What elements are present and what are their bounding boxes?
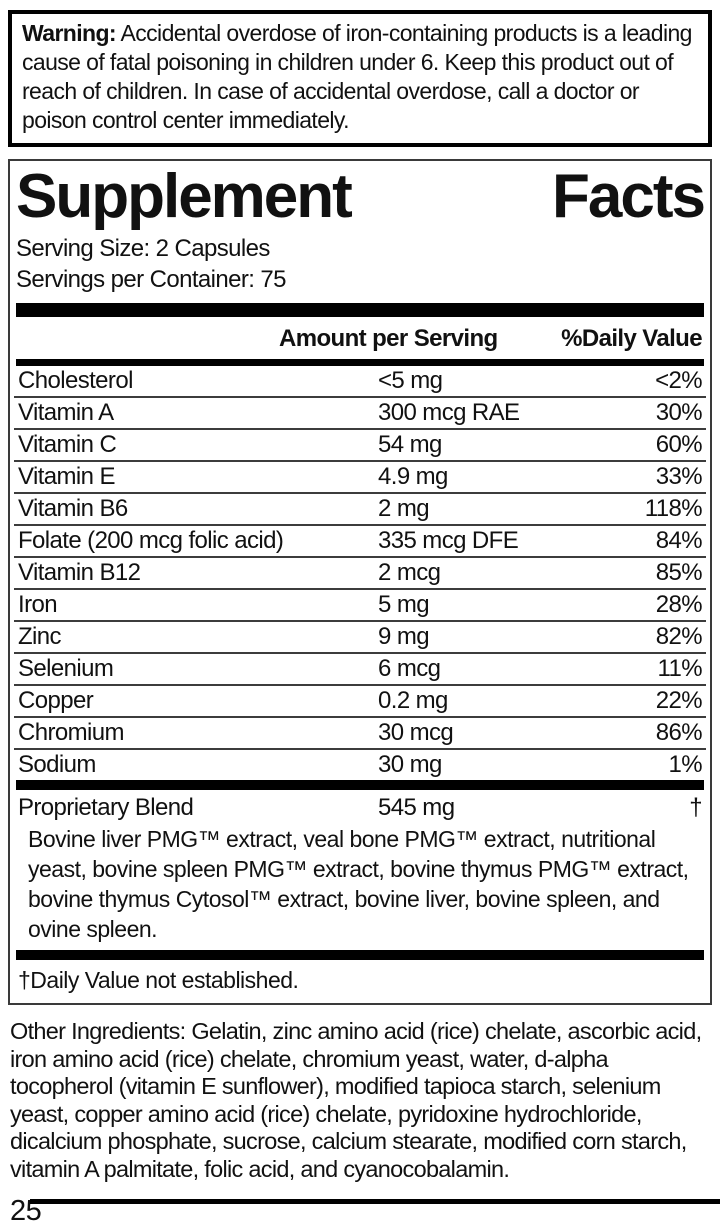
nutrient-amount: 2 mg [378,495,430,522]
blend-amount: 545 mg [378,794,455,821]
warning-box: Warning: Accidental overdose of iron-con… [8,10,712,147]
nutrient-amount: 9 mg [378,623,430,650]
nutrient-dv: 30% [655,399,703,426]
panel-title-word-2: Facts [552,162,706,231]
nutrient-amount: 30 mcg [378,719,454,746]
nutrient-dv: 28% [655,591,703,618]
daily-value-footnote: †Daily Value not established. [18,967,299,993]
divider-bar-blend-bottom [16,950,704,960]
nutrient-amount: 6 mcg [378,655,441,682]
nutrient-name: Zinc [18,623,62,650]
table-row: Vitamin A 300 mcg RAE 30% [14,398,706,430]
warning-label: Warning: [22,20,117,46]
nutrient-amount: 5 mg [378,591,430,618]
nutrient-dv: 11% [657,655,703,682]
nutrient-dv: 22% [655,687,703,714]
table-row: Vitamin B12 2 mcg 85% [14,558,706,590]
panel-title-word-1: Supplement [16,162,353,231]
nutrient-dv: 86% [655,719,703,746]
table-row: Vitamin E 4.9 mg 33% [14,462,706,494]
table-row: Cholesterol <5 mg <2% [14,366,706,398]
nutrient-amount: 0.2 mg [378,687,448,714]
nutrient-dv: 82% [655,623,703,650]
nutrient-name: Vitamin B12 [18,559,141,586]
nutrient-name: Vitamin A [18,399,114,426]
panel-title: Supplement Facts [14,163,706,231]
nutrient-name: Sodium [18,751,96,778]
table-row: Chromium 30 mcg 86% [14,718,706,750]
nutrient-table: Cholesterol <5 mg <2% Vitamin A 300 mcg … [14,366,706,780]
nutrient-amount: 4.9 mg [378,463,448,490]
nutrient-name: Vitamin C [18,431,117,458]
table-row: Vitamin C 54 mg 60% [14,430,706,462]
blend-dv-dagger: † [689,794,702,821]
table-row: Sodium 30 mg 1% [14,750,706,780]
nutrient-dv: 33% [655,463,703,490]
serving-size: Serving Size: 2 Capsules [16,235,270,262]
servings-per-container: Servings per Container: 75 [16,266,287,293]
nutrient-dv: <2% [655,367,703,394]
nutrient-name: Vitamin B6 [18,495,128,522]
divider-bar-blend-top [16,780,704,790]
column-header-amount: Amount per Serving [279,325,498,352]
nutrient-amount: 335 mcg DFE [378,527,519,554]
nutrient-name: Cholesterol [18,367,133,394]
table-row: Vitamin B6 2 mg 118% [14,494,706,526]
nutrient-dv: 84% [655,527,703,554]
divider-bar-header [16,359,704,366]
nutrient-name: Copper [18,687,94,714]
nutrient-amount: 54 mg [378,431,442,458]
nutrient-dv: 60% [655,431,703,458]
nutrient-dv: 1% [668,751,703,778]
table-row: Folate (200 mcg folic acid) 335 mcg DFE … [14,526,706,558]
serving-info: Serving Size: 2 Capsules Servings per Co… [16,233,706,295]
nutrient-amount: 300 mcg RAE [378,399,520,426]
nutrient-dv: 85% [655,559,703,586]
table-row: Iron 5 mg 28% [14,590,706,622]
divider-bar-top [16,303,704,317]
bottom-edge-bar [30,1199,720,1204]
column-header-daily-value: %Daily Value [561,325,702,352]
nutrient-name: Folate (200 mcg folic acid) [18,527,284,554]
column-header-row: Amount per Serving %Daily Value [14,317,706,359]
warning-text: Accidental overdose of iron-containing p… [22,20,692,133]
blend-description: Bovine liver PMG™ extract, veal bone PMG… [28,826,689,942]
proprietary-blend-row: Proprietary Blend 545 mg † [14,790,706,822]
nutrient-dv: 118% [644,495,703,522]
nutrient-name: Selenium [18,655,114,682]
other-ingredients: Other Ingredients: Gelatin, zinc amino a… [10,1018,702,1182]
blend-name: Proprietary Blend [18,794,194,821]
nutrient-amount: <5 mg [378,367,443,394]
table-row: Selenium 6 mcg 11% [14,654,706,686]
supplement-facts-panel: Supplement Facts Serving Size: 2 Capsule… [8,159,712,1005]
nutrient-amount: 30 mg [378,751,442,778]
nutrient-amount: 2 mcg [378,559,441,586]
table-row: Copper 0.2 mg 22% [14,686,706,718]
nutrient-name: Vitamin E [18,463,115,490]
table-row: Zinc 9 mg 82% [14,622,706,654]
nutrient-name: Chromium [18,719,124,746]
nutrient-name: Iron [18,591,58,618]
